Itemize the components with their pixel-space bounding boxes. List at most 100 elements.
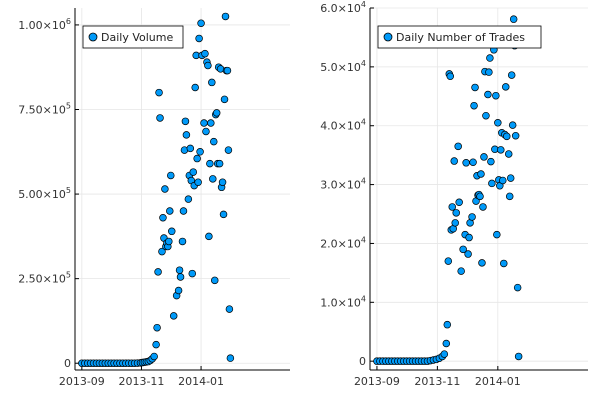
data-point [485, 68, 493, 76]
y-tick-label: 6.0×104 [320, 0, 366, 15]
legend-box [82, 25, 184, 49]
data-point [178, 237, 187, 246]
data-point [210, 137, 218, 146]
data-point [208, 78, 216, 87]
y-tick-label: 3.0×104 [320, 177, 366, 192]
legend-marker [88, 32, 98, 42]
data-point [477, 170, 485, 178]
y-tick-label: 4.0×104 [320, 118, 366, 133]
data-point [502, 83, 510, 91]
data-point [200, 119, 208, 127]
data-point [478, 259, 486, 267]
data-point [471, 83, 479, 92]
data-point [514, 352, 523, 361]
data-point [224, 146, 233, 154]
data-point [465, 233, 473, 242]
data-point [464, 250, 472, 258]
x-tick-label: 2013-09 [354, 375, 400, 388]
data-point [480, 153, 488, 161]
data-point [215, 159, 224, 168]
data-point [191, 83, 199, 92]
data-point [182, 131, 191, 139]
data-point [487, 157, 495, 166]
x-tick-label: 2013-11 [414, 375, 460, 388]
legend: Daily Volume [82, 25, 184, 49]
y-tick-label: 0 [359, 355, 366, 368]
data-point [188, 269, 197, 278]
data-point [500, 259, 508, 268]
data-point [204, 61, 212, 70]
data-point [507, 71, 516, 79]
data-point [176, 273, 185, 281]
data-point [455, 198, 463, 206]
data-point [165, 237, 173, 246]
data-point [168, 227, 176, 236]
x-tick-label: 2014-01 [178, 375, 224, 388]
data-point [494, 119, 502, 127]
x-tick-label: 2013-09 [59, 375, 105, 388]
data-point [486, 54, 494, 62]
data-point [493, 230, 501, 239]
data-point [154, 268, 162, 276]
data-point [186, 144, 195, 153]
data-point [442, 339, 451, 348]
data-point [457, 267, 465, 275]
data-point [207, 119, 215, 127]
data-point [205, 232, 213, 241]
data-point [451, 219, 459, 227]
data-point [506, 174, 515, 182]
data-point [452, 209, 460, 217]
data-point [476, 192, 484, 201]
legend: Daily Number of Trades [377, 25, 542, 49]
volume-chart-panel: 2013-09 2013-11 2014-01 0 2.50×105 5.00×105 7.… [18, 8, 290, 388]
y-tick-label: 5.00×105 [18, 186, 71, 201]
data-point [193, 154, 201, 163]
data-point [502, 132, 511, 141]
data-point [482, 111, 490, 120]
y-tick-label: 2.0×104 [320, 235, 366, 250]
data-point [448, 203, 456, 211]
data-point [161, 185, 169, 193]
data-point [158, 247, 166, 256]
data-point [195, 34, 203, 43]
data-point [218, 178, 227, 186]
legend-label: Daily Volume [101, 31, 173, 44]
data-point [156, 114, 164, 122]
data-point [209, 175, 217, 183]
data-point [150, 352, 158, 361]
data-point [450, 157, 458, 165]
data-point [202, 127, 210, 136]
data-point [497, 146, 505, 154]
data-point [159, 214, 167, 222]
data-point [184, 195, 193, 203]
data-point [504, 150, 513, 158]
data-point [166, 207, 174, 215]
data-point [505, 192, 514, 201]
data-point [179, 207, 188, 215]
legend-marker [383, 32, 393, 42]
data-point [212, 109, 221, 117]
data-point [167, 171, 175, 180]
data-point [219, 210, 228, 219]
y-tick-label: 1.00×106 [18, 17, 71, 32]
data-point [152, 340, 160, 349]
y-tick-label: 1.0×104 [320, 294, 366, 309]
data-point [440, 350, 449, 358]
data-point [446, 72, 455, 81]
data-point [201, 49, 209, 58]
y-tick-label: 2.50×105 [18, 271, 71, 286]
data-point [206, 159, 214, 168]
data-point [462, 159, 470, 167]
data-point [225, 305, 234, 313]
data-point [226, 354, 235, 362]
data-point [513, 283, 522, 292]
data-point [488, 179, 496, 188]
data-point [194, 178, 202, 186]
data-point [221, 12, 230, 21]
data-point [468, 213, 476, 221]
data-point [508, 121, 517, 129]
data-point [223, 66, 232, 75]
trades-chart-panel: 2013-09 2013-11 2014-01 0 1.0×104 2.0×104 3.0×… [320, 0, 588, 388]
data-point [155, 88, 163, 97]
